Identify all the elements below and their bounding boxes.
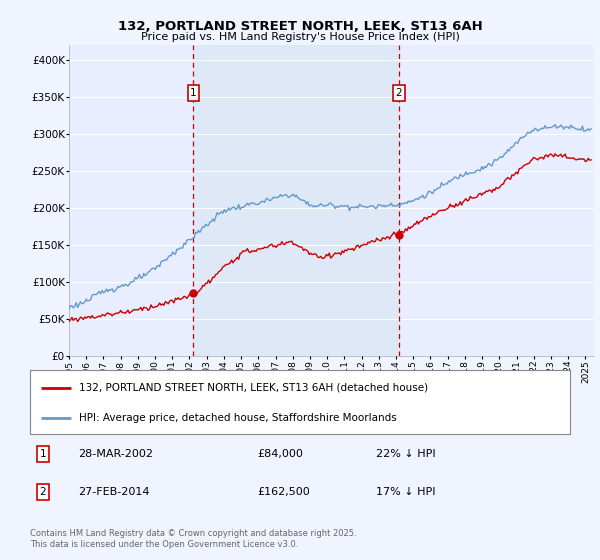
Text: £84,000: £84,000 xyxy=(257,449,302,459)
Bar xyxy=(193,45,398,356)
Text: 1: 1 xyxy=(40,449,46,459)
Text: 132, PORTLAND STREET NORTH, LEEK, ST13 6AH (detached house): 132, PORTLAND STREET NORTH, LEEK, ST13 6… xyxy=(79,382,428,393)
Text: 28-MAR-2002: 28-MAR-2002 xyxy=(79,449,154,459)
Text: 2: 2 xyxy=(40,487,46,497)
Text: 1: 1 xyxy=(190,88,197,98)
Text: 22% ↓ HPI: 22% ↓ HPI xyxy=(376,449,435,459)
Text: HPI: Average price, detached house, Staffordshire Moorlands: HPI: Average price, detached house, Staf… xyxy=(79,413,397,423)
Text: 17% ↓ HPI: 17% ↓ HPI xyxy=(376,487,435,497)
Text: 132, PORTLAND STREET NORTH, LEEK, ST13 6AH: 132, PORTLAND STREET NORTH, LEEK, ST13 6… xyxy=(118,20,482,32)
Text: 2: 2 xyxy=(395,88,402,98)
Text: £162,500: £162,500 xyxy=(257,487,310,497)
Text: 27-FEB-2014: 27-FEB-2014 xyxy=(79,487,150,497)
Text: Contains HM Land Registry data © Crown copyright and database right 2025.
This d: Contains HM Land Registry data © Crown c… xyxy=(30,529,356,549)
Text: Price paid vs. HM Land Registry's House Price Index (HPI): Price paid vs. HM Land Registry's House … xyxy=(140,32,460,43)
